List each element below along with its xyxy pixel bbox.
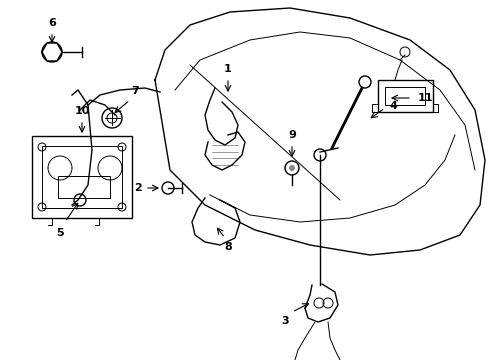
- Text: 8: 8: [224, 242, 231, 252]
- Circle shape: [288, 165, 294, 171]
- Text: 10: 10: [74, 106, 89, 116]
- Bar: [384, 87, 424, 105]
- Text: 6: 6: [48, 18, 56, 28]
- Bar: [58, 176, 110, 198]
- Text: 11: 11: [417, 93, 433, 103]
- Text: 3: 3: [281, 316, 288, 326]
- Text: 7: 7: [131, 86, 139, 96]
- Bar: [32, 136, 132, 218]
- Text: 9: 9: [287, 130, 295, 140]
- Text: 4: 4: [389, 101, 397, 111]
- Bar: [377, 80, 432, 112]
- Bar: [42, 146, 122, 208]
- Text: 5: 5: [56, 228, 63, 238]
- Text: 1: 1: [224, 64, 231, 74]
- Text: 2: 2: [134, 183, 142, 193]
